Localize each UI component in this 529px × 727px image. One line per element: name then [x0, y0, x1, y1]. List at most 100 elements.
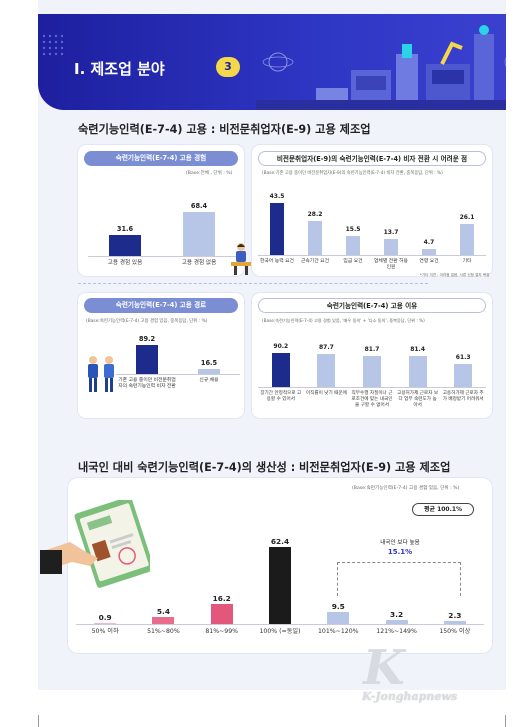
chart-bar — [109, 235, 141, 256]
chart-value-label: 31.6 — [116, 225, 134, 234]
chart-bar — [270, 202, 284, 255]
chart-value-label: 2.3 — [448, 611, 462, 621]
chart-category-label: 101%~120% — [317, 628, 359, 635]
chart-category-label: 연령 요건 — [419, 259, 439, 264]
section1-title: 숙련기능인력(E-7-4) 고용 : 비전문취업자(E-9) 고용 제조업 — [78, 123, 371, 136]
chart-baseline — [258, 255, 486, 256]
chart-category-label: 고용 경험 없음 — [181, 260, 217, 266]
chart-bar — [198, 368, 220, 374]
chart-category-label: 기타 — [462, 259, 472, 264]
chart-bar — [308, 221, 322, 255]
panel-visa-conversion-difficulties — [252, 145, 492, 276]
chart-bar — [408, 356, 427, 387]
average-badge: 평균 100.1% — [412, 503, 474, 516]
panel-b-title: 비전문취업자(E-9)의 숙련기능인력(E-7-4) 비자 전환 시 어려운 점 — [258, 151, 486, 166]
worker-sitting-illustration — [231, 243, 251, 275]
chart-value-label: 81.7 — [364, 345, 380, 353]
chart-value-label: 89.2 — [138, 335, 156, 344]
panel-c-title: 숙련기능인력(E-7-4) 고용 경로 — [84, 298, 238, 313]
chart-value-label: 3.2 — [390, 610, 404, 620]
chart-bar — [460, 223, 474, 255]
workers-illustration — [88, 356, 114, 392]
chart-value-label: 0.9 — [98, 612, 112, 622]
chart-value-label: 68.4 — [190, 201, 208, 210]
chart-value-label: 62.4 — [270, 537, 290, 547]
chart-category-label: 고용허가제 근로자 추가 배정받기 어려워서 — [442, 391, 484, 402]
chart-category-label: 직무수행 자질이나 근로조건에 맞는 내국인을 구할 수 없어서 — [351, 391, 393, 408]
chart-category-label: 고용 경험 있음 — [107, 260, 143, 266]
section2-title: 내국인 대비 숙련기능인력(E-7-4)의 생산성 : 비전문취업자(E-9) … — [78, 461, 451, 474]
chart-value-label: 61.3 — [455, 353, 471, 361]
crop-mark — [38, 715, 39, 727]
panel-employment-route — [78, 293, 244, 418]
chart-value-label: 16.2 — [212, 594, 231, 604]
chart-bar — [385, 620, 408, 624]
chart-value-label: 90.2 — [273, 342, 289, 350]
panel-employment-reasons — [252, 293, 492, 418]
chart-bar — [183, 211, 215, 256]
watermark-mark: K — [363, 640, 405, 696]
crop-mark — [505, 715, 506, 727]
chart-bar — [210, 604, 233, 624]
chart-value-label: 9.5 — [331, 602, 345, 612]
panel-b-note: (Base:기존 고용 중이던 비전문취업자(E-9)의 숙련기능인력(E-7-… — [262, 171, 443, 176]
section-banner: Ⅰ. 제조업 분야 3 — [38, 14, 506, 110]
chart-bar — [363, 355, 381, 387]
above-domestic-label: 내국인 보다 높음 15.1% — [355, 540, 445, 558]
chart-value-label: 87.7 — [318, 343, 334, 351]
chart-category-label: 150% 이상 — [439, 628, 471, 635]
chart-category-label: 고용허가제 근로자 보다 업무 숙련도가 높아서 — [397, 391, 439, 408]
chart-bar — [422, 249, 436, 255]
chart-category-label: 이직률이 낮기 때문에 — [305, 391, 347, 396]
chart-bar — [271, 352, 290, 387]
panel-c-note: (Base:숙련기능인력(E-7-4) 고용 경험 있음, 중복응답, 단위 :… — [86, 319, 208, 324]
chart-category-label: 50% 이하 — [91, 628, 119, 635]
panel-d-note: (Base:숙련기능인력(E-7-4) 고용 경험 있음, '매우 동의' + … — [262, 318, 425, 323]
passport-hand-illustration — [40, 500, 150, 588]
chart-baseline — [76, 624, 484, 625]
bracket-value: 15.1% — [387, 547, 413, 556]
chart-bar — [384, 238, 398, 255]
chart-value-label: 28.2 — [307, 211, 323, 219]
bracket-label: 내국인 보다 높음 — [380, 540, 420, 546]
chart-baseline — [88, 256, 236, 257]
chart-bar — [346, 236, 360, 255]
chart-category-label: 업체별 전환 허용 인원 — [374, 259, 408, 271]
panel-d-title: 숙련기능인력(E-7-4) 고용 이유 — [258, 298, 486, 313]
chart-category-label: 임금 요건 — [343, 259, 363, 264]
factory-robot-illustration — [256, 25, 506, 110]
chart-baseline — [258, 387, 486, 388]
chart-value-label: 5.4 — [156, 607, 170, 617]
chart-category-label: 한국어 능력 요건 — [260, 259, 294, 264]
panel-b-footnote: *기타 의견 : 어려움 없음, 서류 신청 절차 복잡 — [420, 273, 490, 277]
section-title: Ⅰ. 제조업 분야 — [74, 60, 165, 78]
chart-value-label: 81.4 — [410, 346, 425, 354]
chart-value-label: 16.5 — [200, 358, 218, 367]
chart-category-label: 장기간 안정적으로 고용할 수 있어서 — [260, 391, 302, 402]
chart-value-label: 15.5 — [345, 226, 361, 234]
chart-bar — [152, 617, 175, 624]
chart-baseline — [116, 374, 240, 375]
chart-bar — [269, 547, 291, 624]
chart-category-label: 121%~149% — [376, 628, 417, 635]
chart-bar — [327, 612, 350, 624]
chart-value-label: 26.1 — [459, 213, 475, 221]
chart-category-label: 기존 고용 중이던 비전문취업자의 숙련기능인력 비자 전환 — [118, 378, 176, 390]
chart-category-label: 근속기간 요건 — [300, 259, 329, 264]
chart-bar — [136, 345, 158, 374]
chart-category-label: 100% (=동일) — [259, 628, 301, 635]
panel-a-note: (Base:전체 , 단위 : %) — [186, 171, 233, 176]
chart-value-label: 13.7 — [383, 228, 399, 236]
chart-bar — [443, 621, 466, 624]
chart-bar — [317, 353, 336, 387]
above-domestic-bracket — [337, 562, 461, 596]
section2-note: (Base:숙련기능인력(E-7-4) 고용 경험 있음, 단위 : %) — [352, 486, 460, 491]
section-divider — [78, 283, 428, 284]
chart-bar — [94, 622, 117, 624]
chart-category-label: 신규 채용 — [199, 378, 219, 383]
chart-bar — [454, 363, 473, 387]
watermark-brand: K-Jonghapnews — [362, 690, 458, 703]
chart-category-label: 81%~99% — [205, 628, 239, 635]
dot-pattern — [42, 34, 64, 56]
panel-employment-experience — [78, 145, 244, 276]
